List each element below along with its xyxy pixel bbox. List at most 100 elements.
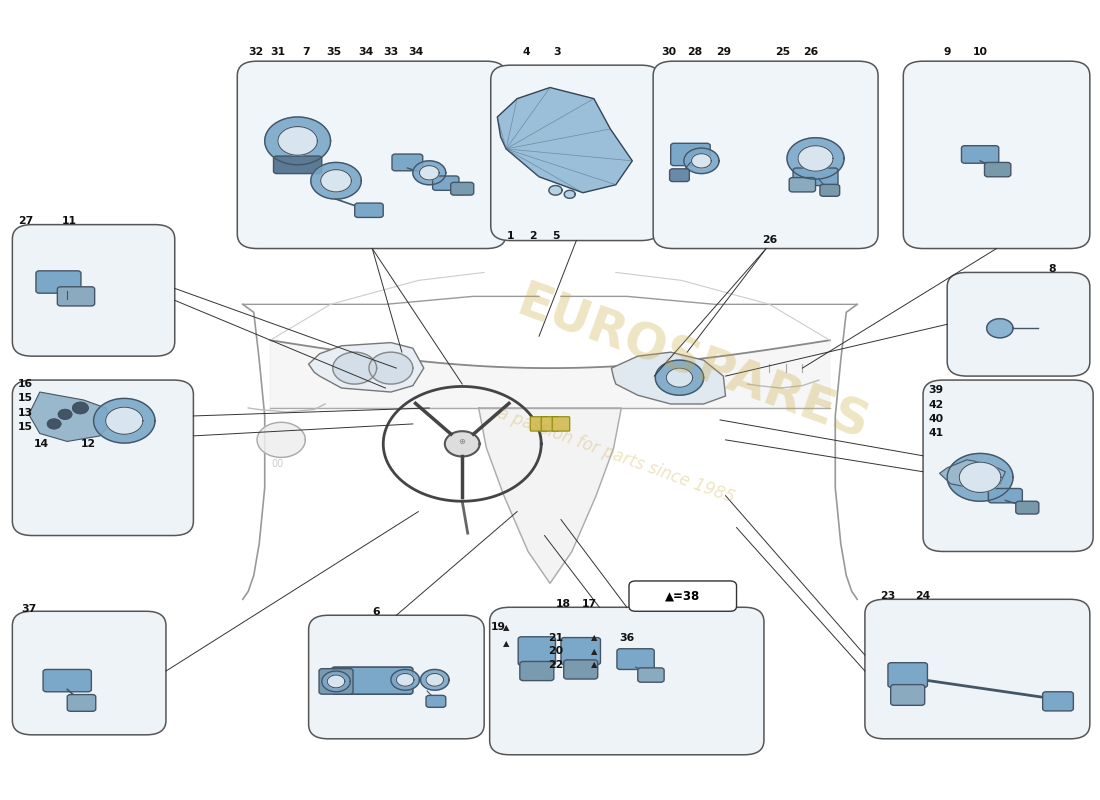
Polygon shape: [106, 407, 143, 434]
Text: 28: 28: [688, 47, 703, 57]
Polygon shape: [265, 117, 331, 165]
Text: 14: 14: [34, 439, 50, 449]
FancyBboxPatch shape: [490, 607, 764, 754]
Polygon shape: [478, 408, 622, 583]
Text: EUROSPARES: EUROSPARES: [510, 278, 876, 450]
Text: 36: 36: [619, 633, 635, 642]
FancyBboxPatch shape: [12, 380, 194, 535]
Text: 25: 25: [776, 47, 790, 57]
Polygon shape: [58, 410, 72, 419]
Text: 20: 20: [548, 646, 563, 656]
Polygon shape: [278, 126, 318, 155]
FancyBboxPatch shape: [432, 176, 459, 190]
FancyBboxPatch shape: [491, 65, 661, 241]
Text: 35: 35: [327, 47, 341, 57]
Text: 3: 3: [553, 47, 560, 57]
Polygon shape: [420, 670, 449, 690]
FancyBboxPatch shape: [274, 156, 322, 174]
Polygon shape: [47, 419, 60, 429]
Text: 4: 4: [522, 47, 530, 57]
FancyBboxPatch shape: [67, 694, 96, 711]
Text: 17: 17: [582, 599, 597, 609]
Polygon shape: [444, 431, 480, 457]
FancyBboxPatch shape: [961, 146, 999, 163]
Text: 11: 11: [62, 216, 77, 226]
Text: 26: 26: [803, 47, 818, 57]
FancyBboxPatch shape: [888, 662, 927, 687]
FancyBboxPatch shape: [820, 184, 839, 196]
Text: 22: 22: [548, 660, 563, 670]
FancyBboxPatch shape: [561, 638, 601, 665]
Polygon shape: [412, 161, 446, 185]
Polygon shape: [419, 166, 439, 180]
Text: ▲: ▲: [503, 622, 509, 632]
FancyBboxPatch shape: [309, 615, 484, 739]
FancyBboxPatch shape: [865, 599, 1090, 739]
Polygon shape: [94, 398, 155, 443]
Polygon shape: [311, 162, 361, 199]
FancyBboxPatch shape: [947, 273, 1090, 376]
Polygon shape: [987, 318, 1013, 338]
FancyBboxPatch shape: [793, 168, 838, 186]
FancyBboxPatch shape: [541, 417, 559, 431]
Text: 23: 23: [880, 591, 895, 601]
Polygon shape: [73, 402, 88, 414]
Text: 34: 34: [408, 47, 424, 57]
FancyBboxPatch shape: [903, 61, 1090, 249]
Text: 16: 16: [18, 379, 33, 389]
Text: 21: 21: [548, 633, 563, 642]
FancyBboxPatch shape: [1043, 692, 1074, 711]
FancyBboxPatch shape: [12, 611, 166, 735]
Text: ▲=38: ▲=38: [666, 590, 701, 602]
Text: 8: 8: [1048, 264, 1056, 274]
FancyBboxPatch shape: [653, 61, 878, 249]
Polygon shape: [257, 422, 306, 458]
FancyBboxPatch shape: [671, 143, 711, 166]
Text: 26: 26: [762, 234, 777, 245]
Polygon shape: [368, 352, 412, 384]
Polygon shape: [29, 392, 111, 442]
Text: 2: 2: [529, 230, 537, 241]
Polygon shape: [271, 340, 829, 408]
Text: 31: 31: [271, 47, 286, 57]
Polygon shape: [309, 342, 424, 392]
Polygon shape: [612, 352, 726, 404]
Polygon shape: [426, 674, 443, 686]
FancyBboxPatch shape: [891, 685, 925, 706]
FancyBboxPatch shape: [552, 417, 570, 431]
Text: 1: 1: [507, 230, 515, 241]
Text: 32: 32: [249, 47, 264, 57]
Text: 42: 42: [928, 400, 944, 410]
Text: 10: 10: [972, 47, 988, 57]
Polygon shape: [667, 368, 693, 387]
Polygon shape: [947, 454, 1013, 502]
FancyBboxPatch shape: [563, 660, 597, 679]
FancyBboxPatch shape: [923, 380, 1093, 551]
Text: ▲: ▲: [591, 633, 597, 642]
Polygon shape: [939, 460, 1005, 490]
FancyBboxPatch shape: [238, 61, 506, 249]
FancyBboxPatch shape: [12, 225, 175, 356]
Polygon shape: [549, 186, 562, 195]
Polygon shape: [786, 138, 844, 179]
Polygon shape: [497, 87, 632, 193]
Text: 19: 19: [491, 622, 506, 632]
Text: 30: 30: [661, 47, 676, 57]
Text: 12: 12: [80, 439, 96, 449]
FancyBboxPatch shape: [451, 182, 474, 195]
Polygon shape: [656, 360, 704, 395]
Text: ▲: ▲: [591, 646, 597, 656]
Text: 18: 18: [556, 599, 571, 609]
Polygon shape: [333, 352, 376, 384]
Polygon shape: [959, 462, 1001, 493]
Text: 6: 6: [373, 607, 381, 617]
Polygon shape: [798, 146, 833, 171]
FancyBboxPatch shape: [984, 162, 1011, 177]
FancyBboxPatch shape: [530, 417, 548, 431]
Polygon shape: [321, 170, 351, 192]
FancyBboxPatch shape: [1015, 502, 1038, 514]
FancyBboxPatch shape: [988, 489, 1022, 503]
Text: a passion for parts since 1985: a passion for parts since 1985: [495, 405, 737, 507]
Text: 29: 29: [716, 47, 730, 57]
FancyBboxPatch shape: [518, 637, 556, 666]
